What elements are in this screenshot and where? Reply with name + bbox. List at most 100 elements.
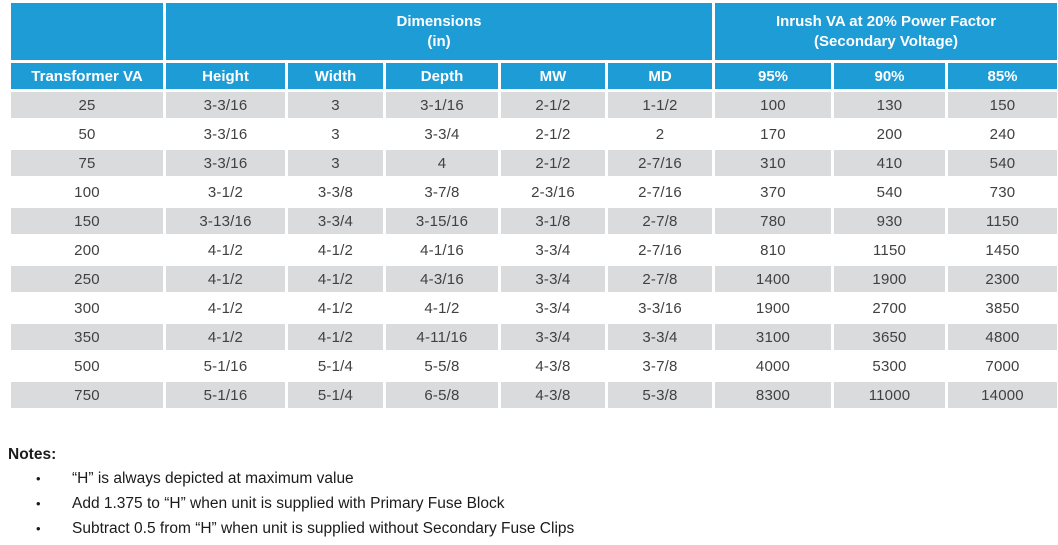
note-item: • Subtract 0.5 from “H” when unit is supp… <box>8 520 574 538</box>
table-cell: 4-1/2 <box>166 237 285 263</box>
table-cell: 2-7/16 <box>608 179 712 205</box>
table-body: 25 3-3/16 3 3-1/16 2-1/2 1-1/2 100 130 150 50 3-3/… <box>11 92 1057 408</box>
table-cell: 300 <box>11 295 163 321</box>
note-text: Add 1.375 to “H” when unit is supplied w… <box>72 495 505 512</box>
table-cell: 240 <box>948 121 1057 147</box>
table-cell: 11000 <box>834 382 945 408</box>
table-cell: 540 <box>948 150 1057 176</box>
table-cell: 4-11/16 <box>386 324 498 350</box>
table-cell: 410 <box>834 150 945 176</box>
table-cell: 1400 <box>715 266 831 292</box>
group-header-row: Dimensions (in) Inrush VA at 20% Power F… <box>11 3 1057 60</box>
note-item: • “H” is always depicted at maximum value <box>8 470 574 488</box>
table-cell: 3 <box>288 121 383 147</box>
table-cell: 4-1/2 <box>288 266 383 292</box>
table-cell: 540 <box>834 179 945 205</box>
table-cell: 3 <box>288 92 383 118</box>
table-cell: 170 <box>715 121 831 147</box>
table-cell: 5-3/8 <box>608 382 712 408</box>
table-cell: 3-15/16 <box>386 208 498 234</box>
table-cell: 2-1/2 <box>501 150 605 176</box>
table-row: 300 4-1/2 4-1/2 4-1/2 3-3/4 3-3/16 1900 2700 385… <box>11 295 1057 321</box>
table-row: 75 3-3/16 3 4 2-1/2 2-7/16 310 410 540 <box>11 150 1057 176</box>
table-row: 750 5-1/16 5-1/4 6-5/8 4-3/8 5-3/8 8300 11000 14… <box>11 382 1057 408</box>
note-text: “H” is always depicted at maximum value <box>72 470 354 487</box>
table-cell: 3-3/4 <box>608 324 712 350</box>
table-cell: 4000 <box>715 353 831 379</box>
column-header: Width <box>288 63 383 89</box>
group-header-blank <box>11 3 163 60</box>
table-cell: 4-1/2 <box>166 324 285 350</box>
bullet-icon: • <box>36 471 41 486</box>
table-cell: 250 <box>11 266 163 292</box>
table-cell: 200 <box>11 237 163 263</box>
table-cell: 5300 <box>834 353 945 379</box>
table-cell: 3-3/16 <box>608 295 712 321</box>
table-cell: 3-1/2 <box>166 179 285 205</box>
table-cell: 100 <box>715 92 831 118</box>
table-cell: 5-5/8 <box>386 353 498 379</box>
table-cell: 4800 <box>948 324 1057 350</box>
table-cell: 4 <box>386 150 498 176</box>
table-cell: 730 <box>948 179 1057 205</box>
table-cell: 2300 <box>948 266 1057 292</box>
table-cell: 25 <box>11 92 163 118</box>
table-cell: 150 <box>948 92 1057 118</box>
table-cell: 4-3/16 <box>386 266 498 292</box>
table-cell: 2-1/2 <box>501 121 605 147</box>
table-cell: 5-1/4 <box>288 382 383 408</box>
column-header: Depth <box>386 63 498 89</box>
table-cell: 1900 <box>834 266 945 292</box>
transformer-spec-table-wrap: Dimensions (in) Inrush VA at 20% Power F… <box>8 0 1058 411</box>
table-cell: 2-3/16 <box>501 179 605 205</box>
table-cell: 3-3/4 <box>501 295 605 321</box>
table-cell: 3-3/4 <box>386 121 498 147</box>
bullet-icon: • <box>36 496 41 511</box>
column-header-row: Transformer VA Height Width Depth MW MD 95% 90%… <box>11 63 1057 89</box>
table-cell: 310 <box>715 150 831 176</box>
table-row: 25 3-3/16 3 3-1/16 2-1/2 1-1/2 100 130 150 <box>11 92 1057 118</box>
table-cell: 2 <box>608 121 712 147</box>
column-header: 85% <box>948 63 1057 89</box>
table-cell: 3650 <box>834 324 945 350</box>
table-row: 50 3-3/16 3 3-3/4 2-1/2 2 170 200 240 <box>11 121 1057 147</box>
table-cell: 2700 <box>834 295 945 321</box>
table-cell: 350 <box>11 324 163 350</box>
table-cell: 8300 <box>715 382 831 408</box>
table-cell: 50 <box>11 121 163 147</box>
table-cell: 2-7/8 <box>608 266 712 292</box>
table-cell: 3 <box>288 150 383 176</box>
table-cell: 2-7/8 <box>608 208 712 234</box>
table-cell: 200 <box>834 121 945 147</box>
table-cell: 130 <box>834 92 945 118</box>
table-cell: 780 <box>715 208 831 234</box>
table-cell: 2-7/16 <box>608 237 712 263</box>
column-header: 90% <box>834 63 945 89</box>
table-cell: 3-1/8 <box>501 208 605 234</box>
table-cell: 3-3/4 <box>501 237 605 263</box>
group-header-inrush: Inrush VA at 20% Power Factor (Secondary… <box>715 3 1057 60</box>
table-cell: 1900 <box>715 295 831 321</box>
table-cell: 5-1/16 <box>166 353 285 379</box>
table-cell: 2-7/16 <box>608 150 712 176</box>
transformer-spec-table: Dimensions (in) Inrush VA at 20% Power F… <box>8 0 1058 411</box>
table-cell: 14000 <box>948 382 1057 408</box>
column-header: MW <box>501 63 605 89</box>
table-row: 350 4-1/2 4-1/2 4-11/16 3-3/4 3-3/4 3100 3650 48… <box>11 324 1057 350</box>
table-header: Dimensions (in) Inrush VA at 20% Power F… <box>11 3 1057 89</box>
table-cell: 4-1/16 <box>386 237 498 263</box>
table-cell: 3850 <box>948 295 1057 321</box>
table-cell: 1150 <box>834 237 945 263</box>
table-cell: 2-1/2 <box>501 92 605 118</box>
note-text: Subtract 0.5 from “H” when unit is suppl… <box>72 520 575 537</box>
table-cell: 4-1/2 <box>386 295 498 321</box>
table-cell: 1-1/2 <box>608 92 712 118</box>
table-row: 100 3-1/2 3-3/8 3-7/8 2-3/16 2-7/16 370 540 730 <box>11 179 1057 205</box>
table-cell: 3-3/16 <box>166 150 285 176</box>
table-cell: 370 <box>715 179 831 205</box>
table-cell: 4-1/2 <box>166 266 285 292</box>
table-cell: 930 <box>834 208 945 234</box>
table-cell: 5-1/16 <box>166 382 285 408</box>
table-cell: 4-1/2 <box>288 237 383 263</box>
